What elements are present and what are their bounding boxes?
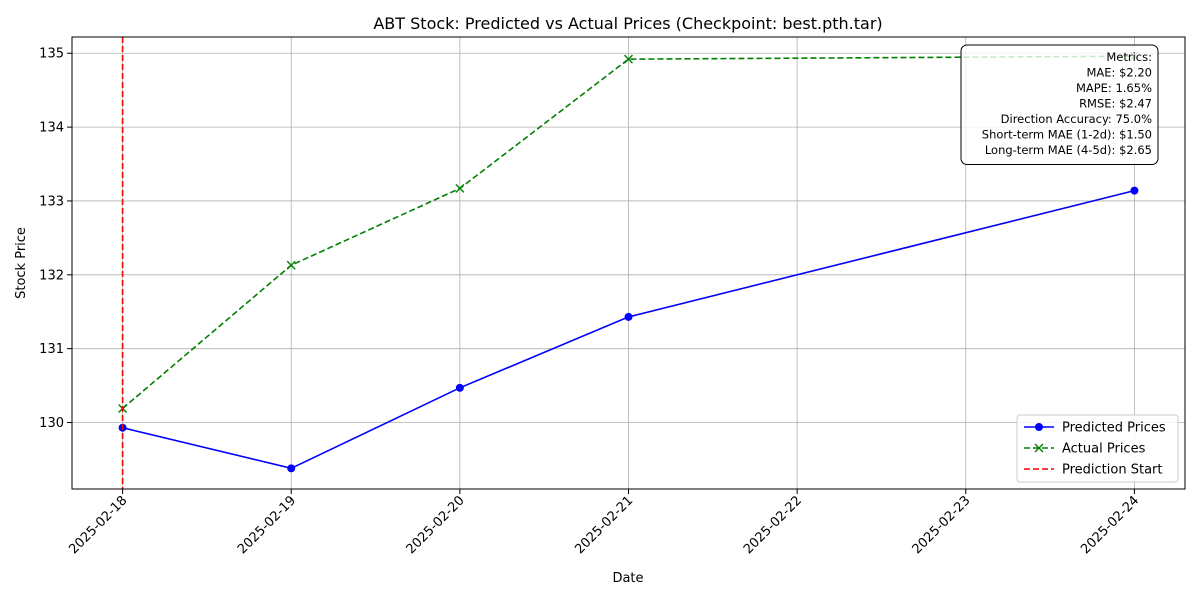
legend-label-predicted-prices: Predicted Prices <box>1062 421 1166 436</box>
y-axis-ticks: 130 131 132 133 134 135 <box>39 47 72 431</box>
legend-label-actual-prices: Actual Prices <box>1062 442 1146 457</box>
actual-prices-point <box>286 260 296 270</box>
x-marker-stroke <box>455 183 465 193</box>
x-tick-label: 2025-02-18 <box>66 493 130 557</box>
metrics-line: Metrics: <box>1106 50 1152 64</box>
metrics-box-frame <box>960 44 1159 165</box>
x-axis-ticks: 2025-02-18 2025-02-19 2025-02-20 2025-02-21… <box>66 489 1142 557</box>
predicted-prices-point <box>1130 186 1139 195</box>
legend-frame <box>1016 414 1179 483</box>
x-axis-title: Date <box>612 571 643 586</box>
actual-prices-point <box>624 54 633 64</box>
predicted-prices-point <box>455 383 464 392</box>
metrics-line: MAE: $2.20 <box>1086 66 1152 80</box>
legend: Predicted Prices Actual Prices Prediction … <box>1016 414 1179 483</box>
predicted-prices-point <box>287 464 296 473</box>
legend-marker-predicted-prices <box>1035 423 1043 431</box>
y-tick-label: 133 <box>39 194 64 209</box>
y-tick-label: 131 <box>39 342 64 357</box>
legend-label-prediction-start: Prediction Start <box>1062 463 1162 478</box>
series-layer <box>118 37 1139 489</box>
x-marker-stroke <box>286 260 296 270</box>
x-marker-stroke <box>624 54 633 64</box>
metrics-line: MAPE: 1.65% <box>1076 81 1152 95</box>
x-tick-label: 2025-02-23 <box>910 493 974 557</box>
metrics-line: RMSE: $2.47 <box>1079 97 1152 111</box>
metrics-line: Short-term MAE (1-2d): $1.50 <box>982 128 1152 142</box>
y-axis-title: Stock Price <box>14 227 29 299</box>
x-tick-label: 2025-02-20 <box>404 493 468 557</box>
metrics-line: Long-term MAE (4-5d): $2.65 <box>985 143 1152 157</box>
x-tick-label: 2025-02-19 <box>235 493 299 557</box>
predicted-prices-point <box>624 312 633 321</box>
actual-prices-point <box>455 183 465 193</box>
chart-title: ABT Stock: Predicted vs Actual Prices (C… <box>373 14 882 33</box>
x-marker-stroke <box>1034 443 1044 453</box>
y-tick-label: 134 <box>39 121 64 136</box>
x-tick-label: 2025-02-22 <box>741 493 805 557</box>
y-tick-label: 130 <box>39 416 64 431</box>
y-tick-label: 132 <box>39 268 64 283</box>
x-tick-label: 2025-02-21 <box>572 493 636 557</box>
y-tick-label: 135 <box>39 47 64 62</box>
legend-marker-actual-prices <box>1034 443 1044 453</box>
metrics-line: Direction Accuracy: 75.0% <box>1001 112 1152 126</box>
x-tick-label: 2025-02-24 <box>1078 493 1142 557</box>
